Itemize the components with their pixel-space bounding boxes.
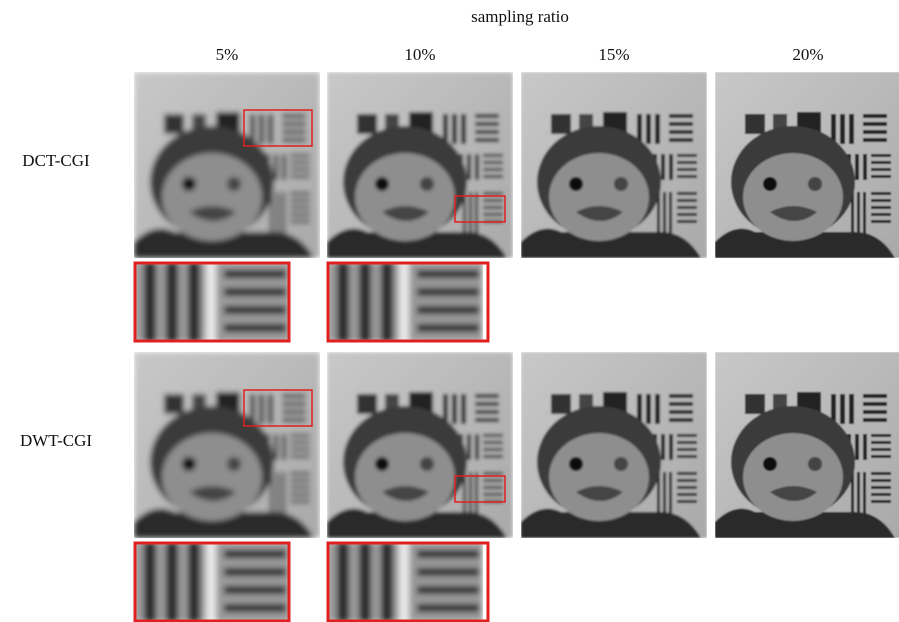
reconstructed-image (327, 352, 513, 538)
reconstructed-image (715, 72, 899, 258)
inset-content (327, 262, 483, 342)
figure: sampling ratio 5% 10% 15% 20% DCT-CGI DWT-CGI (0, 0, 899, 622)
reconstructed-image (521, 352, 707, 538)
row-label: DCT-CGI (22, 151, 90, 170)
image-content (327, 352, 513, 538)
zoom-inset (327, 262, 483, 342)
inset-content (327, 542, 483, 622)
column-label: 10% (404, 45, 435, 64)
header-title: sampling ratio (471, 7, 569, 26)
row-label: DWT-CGI (20, 431, 92, 450)
image-content (134, 72, 320, 258)
reconstructed-image (134, 352, 320, 538)
inset-content (134, 262, 290, 342)
column-label: 5% (216, 45, 239, 64)
image-content (715, 72, 899, 258)
image-content (715, 352, 899, 538)
reconstructed-image (521, 72, 707, 258)
image-content (134, 352, 320, 538)
zoom-inset (134, 542, 290, 622)
reconstructed-image (134, 72, 320, 258)
image-content (327, 72, 513, 258)
column-label: 15% (598, 45, 629, 64)
reconstructed-image (715, 352, 899, 538)
reconstructed-image (327, 72, 513, 258)
zoom-inset (327, 542, 483, 622)
image-content (521, 72, 707, 258)
column-label: 20% (792, 45, 823, 64)
inset-content (134, 542, 290, 622)
zoom-inset (134, 262, 290, 342)
image-content (521, 352, 707, 538)
